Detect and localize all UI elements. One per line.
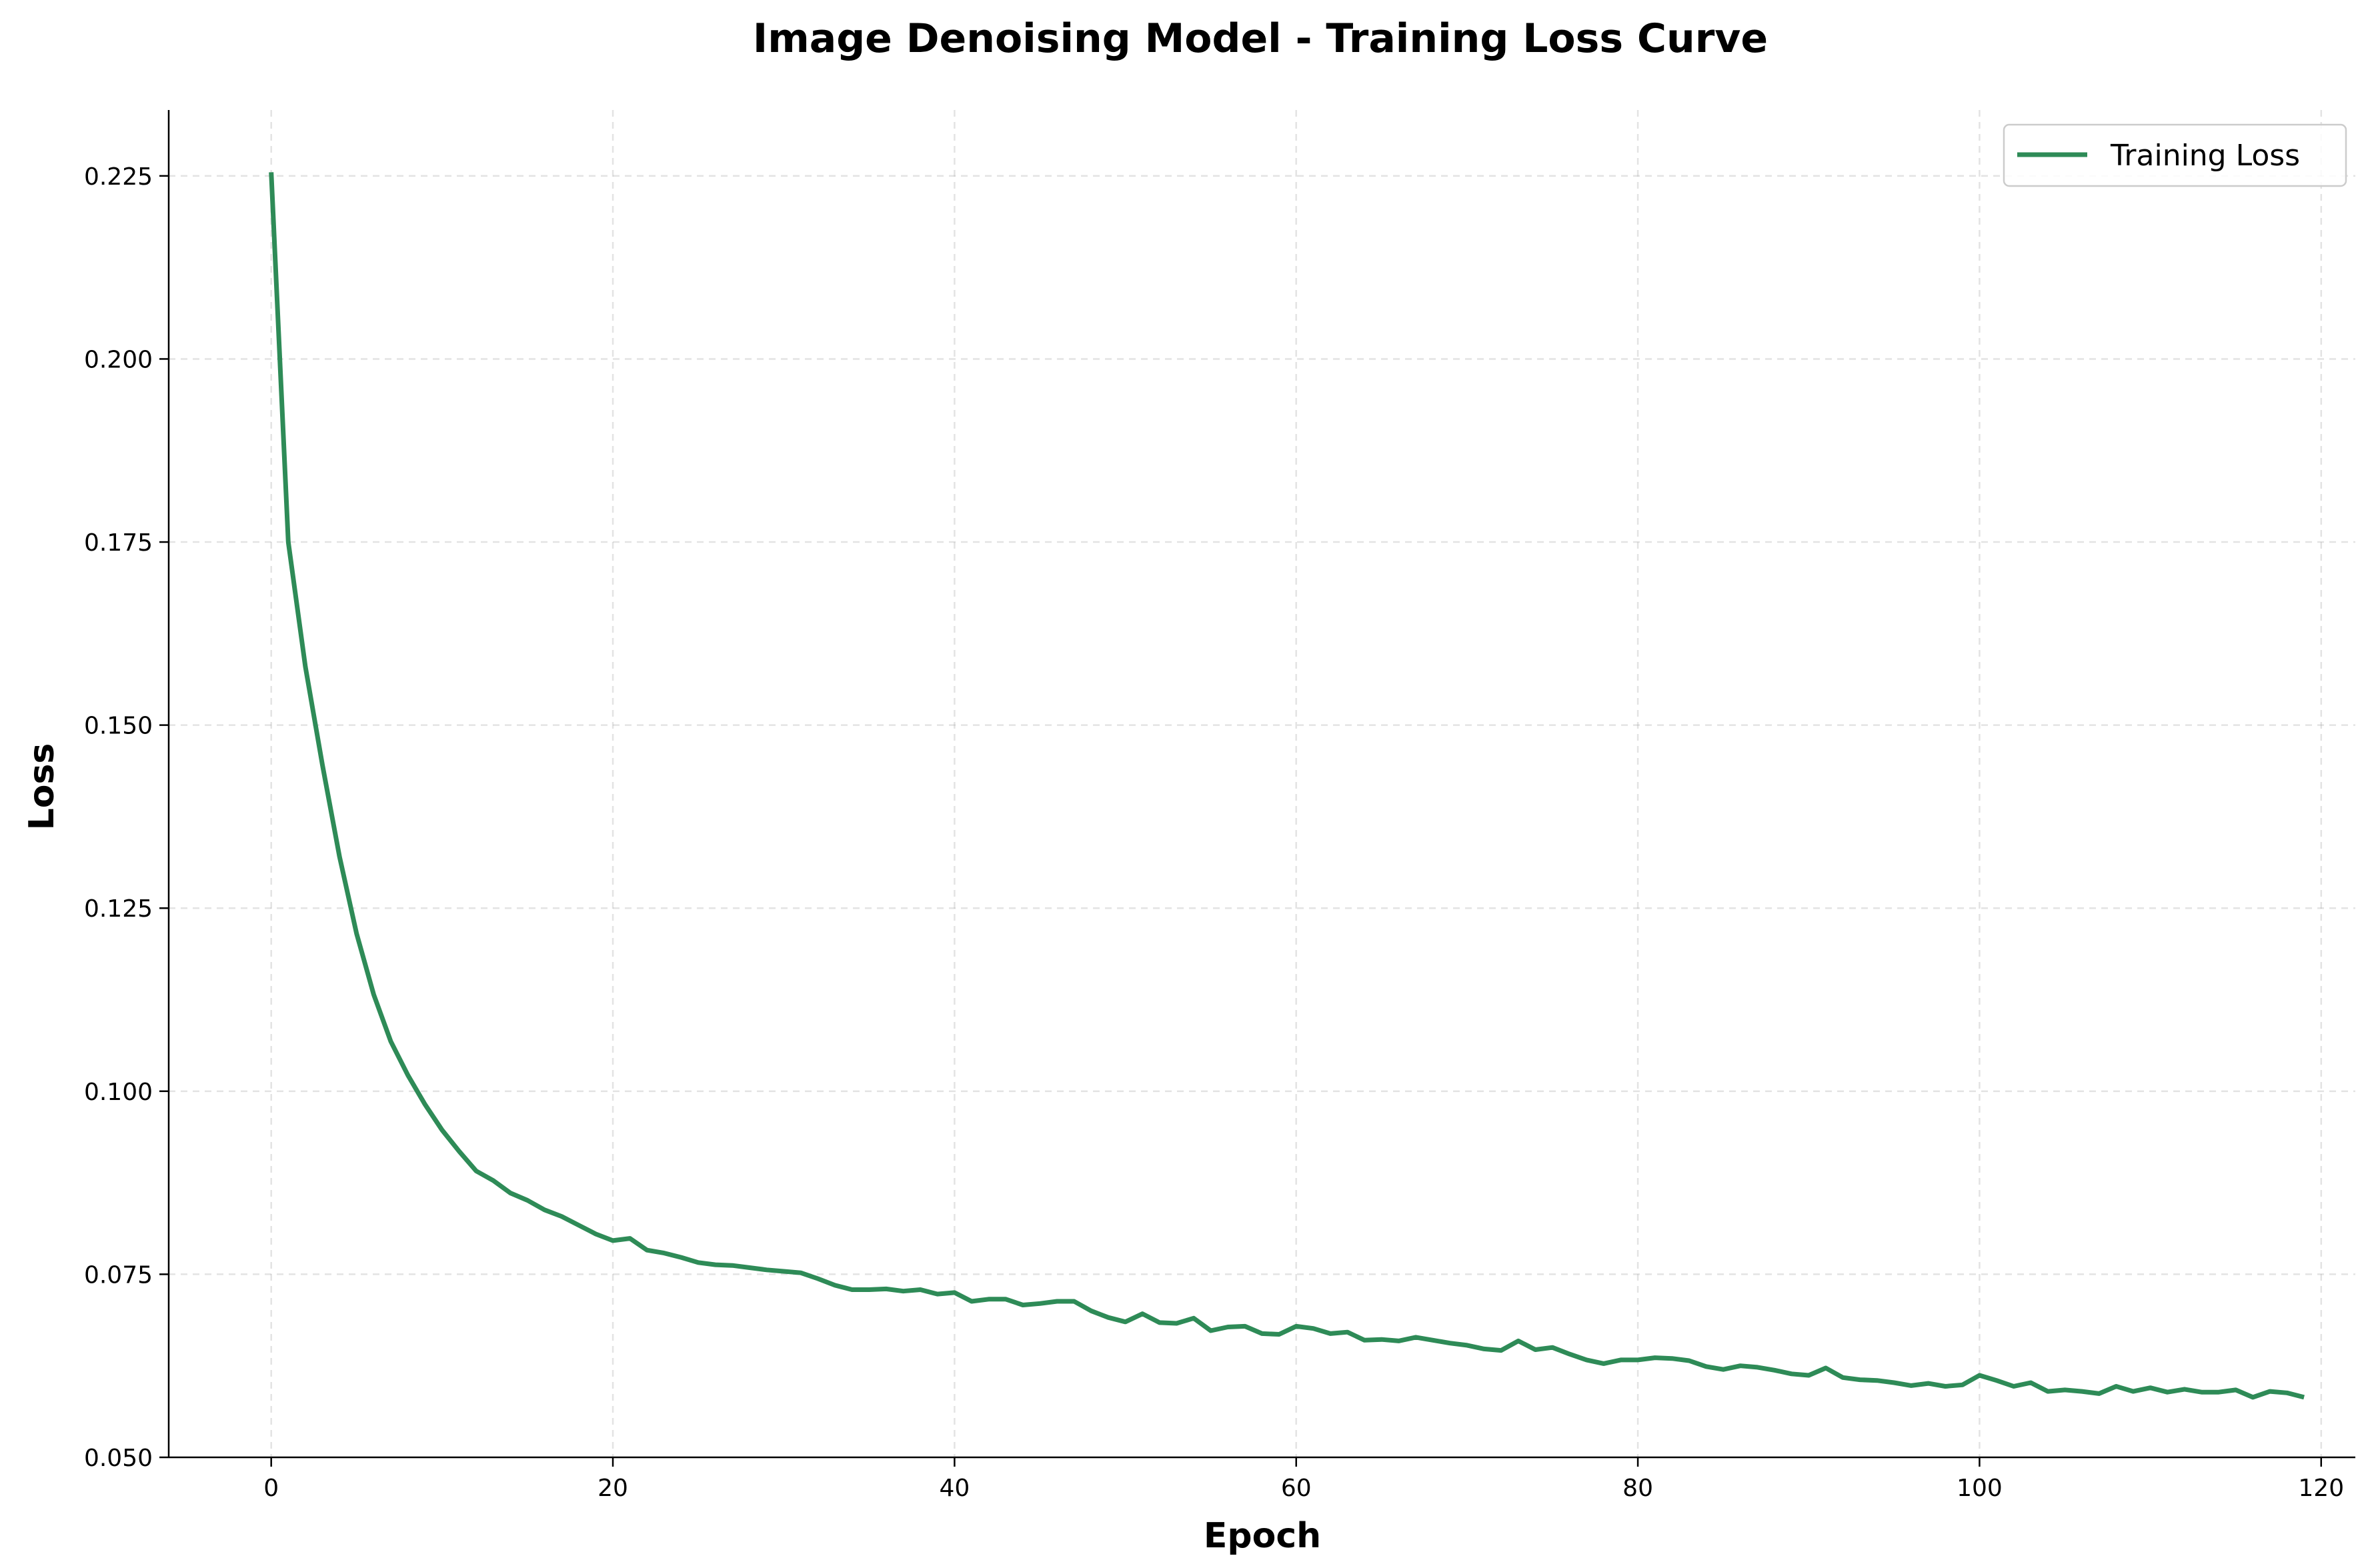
grid bbox=[169, 110, 2355, 1457]
y-tick-label: 0.200 bbox=[84, 346, 153, 373]
x-tick-label: 100 bbox=[1957, 1475, 2003, 1502]
x-tick-label: 80 bbox=[1622, 1475, 1653, 1502]
x-tick-label: 0 bbox=[263, 1475, 279, 1502]
y-tick-label: 0.075 bbox=[84, 1261, 153, 1289]
legend-label-training-loss: Training Loss bbox=[2110, 139, 2300, 173]
y-axis-label: Loss bbox=[22, 743, 62, 831]
y-tick-label: 0.175 bbox=[84, 529, 153, 557]
axes bbox=[167, 110, 2355, 1459]
x-tick-label: 120 bbox=[2298, 1475, 2344, 1502]
legend: Training Loss bbox=[2003, 123, 2347, 187]
x-tick-label: 40 bbox=[939, 1475, 970, 1502]
y-tick-label: 0.225 bbox=[84, 163, 153, 191]
x-tick-label: 60 bbox=[1281, 1475, 1312, 1502]
y-tick-label: 0.125 bbox=[84, 895, 153, 923]
ticks: 0 20 40 60 80 100 120 0.050 0.075 0.100 0.125 0.150… bbox=[84, 163, 2344, 1502]
series-layer bbox=[269, 172, 2305, 1400]
legend-frame bbox=[2003, 123, 2347, 187]
x-axis-label: Epoch bbox=[1204, 1516, 1321, 1556]
y-tick-label: 0.100 bbox=[84, 1079, 153, 1106]
y-tick-label: 0.050 bbox=[84, 1445, 153, 1472]
series-line-training-loss bbox=[269, 172, 2305, 1400]
x-tick-label: 20 bbox=[598, 1475, 628, 1502]
y-tick-label: 0.150 bbox=[84, 713, 153, 740]
chart-title: Image Denoising Model - Training Loss Cu… bbox=[753, 15, 1768, 62]
